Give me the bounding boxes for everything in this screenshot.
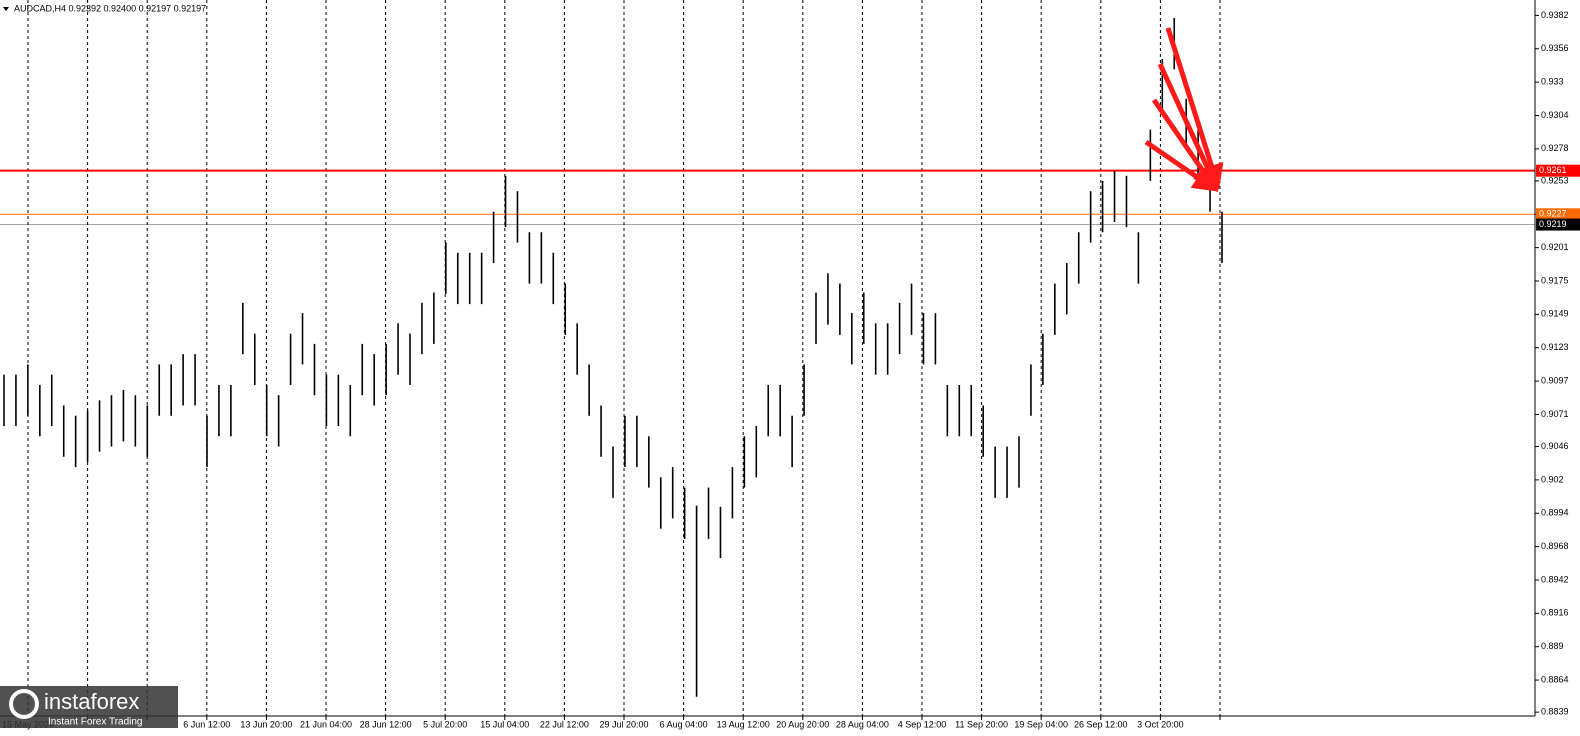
y-tick-label: 0.9304 bbox=[1541, 110, 1569, 120]
y-tick-label: 0.9149 bbox=[1541, 309, 1569, 319]
x-tick-label: 15 Jul 04:00 bbox=[480, 719, 529, 729]
x-tick-label: 3 Oct 20:00 bbox=[1137, 719, 1184, 729]
y-tick-label: 0.8968 bbox=[1541, 541, 1569, 551]
axis-labels: 0.9382 0.9356 0.933 0.9304 0.9278 0.9253 0.922… bbox=[2, 10, 1580, 729]
x-tick-label: 28 Jun 12:00 bbox=[360, 719, 412, 729]
watermark-text: instaforex bbox=[44, 689, 139, 714]
watermark-logo bbox=[9, 689, 39, 719]
x-tick-label: 19 Sep 04:00 bbox=[1014, 719, 1068, 729]
x-tick-label: 4 Sep 12:00 bbox=[898, 719, 947, 729]
x-tick-label: 5 Jul 20:00 bbox=[423, 719, 467, 729]
y-tick-label: 0.889 bbox=[1541, 641, 1564, 651]
price-tag-label: 0.9261 bbox=[1539, 165, 1567, 175]
x-tick-label: 13 Jun 20:00 bbox=[240, 719, 292, 729]
price-tag-label: 0.9219 bbox=[1539, 219, 1567, 229]
chart-title: AUDCAD,H4 0.92392 0.92400 0.92197 0.9219… bbox=[14, 3, 206, 13]
y-tick-label: 0.8839 bbox=[1541, 707, 1569, 717]
x-tick-label: 28 Aug 04:00 bbox=[836, 719, 889, 729]
price-tag bbox=[1536, 164, 1580, 177]
y-tick-label: 0.902 bbox=[1541, 474, 1564, 484]
y-tick-label: 0.9046 bbox=[1541, 441, 1569, 451]
menu-icon[interactable] bbox=[3, 7, 9, 11]
y-tick-label: 0.8864 bbox=[1541, 674, 1569, 684]
y-tick-label: 0.8942 bbox=[1541, 574, 1569, 584]
y-tick-label: 0.8994 bbox=[1541, 508, 1569, 518]
x-tick-label: 29 Jul 20:00 bbox=[599, 719, 648, 729]
arrows bbox=[1144, 27, 1224, 193]
x-tick-label: 6 Jun 12:00 bbox=[183, 719, 230, 729]
y-tick-label: 0.9097 bbox=[1541, 375, 1569, 385]
y-tick-label: 0.9356 bbox=[1541, 43, 1569, 53]
y-tick-label: 0.9175 bbox=[1541, 275, 1569, 285]
watermark-subtitle: Instant Forex Trading bbox=[48, 717, 143, 728]
y-tick-label: 0.9253 bbox=[1541, 175, 1569, 185]
y-tick-label: 0.8916 bbox=[1541, 608, 1569, 618]
x-tick-label: 22 Jul 12:00 bbox=[540, 719, 589, 729]
watermark: instaforex Instant Forex Trading bbox=[0, 686, 178, 728]
x-tick-label: 13 Aug 12:00 bbox=[717, 719, 770, 729]
x-tick-label: 20 Aug 20:00 bbox=[776, 719, 829, 729]
arrow bbox=[1157, 62, 1220, 192]
y-tick-label: 0.9071 bbox=[1541, 409, 1569, 419]
price-tag-label: 0.9227 bbox=[1539, 209, 1567, 219]
y-tick-label: 0.9278 bbox=[1541, 143, 1569, 153]
grid bbox=[27, 0, 1221, 716]
x-tick-label: 21 Jun 04:00 bbox=[300, 719, 352, 729]
x-tick-label: 26 Sep 12:00 bbox=[1074, 719, 1128, 729]
y-tick-label: 0.9123 bbox=[1541, 342, 1569, 352]
levels bbox=[0, 169, 1535, 226]
y-tick-label: 0.9201 bbox=[1541, 242, 1569, 252]
price-bars bbox=[3, 17, 1223, 697]
y-tick-label: 0.9382 bbox=[1541, 10, 1569, 20]
arrow bbox=[1165, 27, 1224, 190]
x-tick-label: 11 Sep 20:00 bbox=[955, 719, 1008, 729]
y-tick-label: 0.933 bbox=[1541, 76, 1564, 86]
price-tag bbox=[1536, 218, 1580, 231]
x-tick-label: 6 Aug 04:00 bbox=[660, 719, 708, 729]
price-tag bbox=[1536, 208, 1580, 221]
arrow bbox=[1144, 139, 1219, 192]
